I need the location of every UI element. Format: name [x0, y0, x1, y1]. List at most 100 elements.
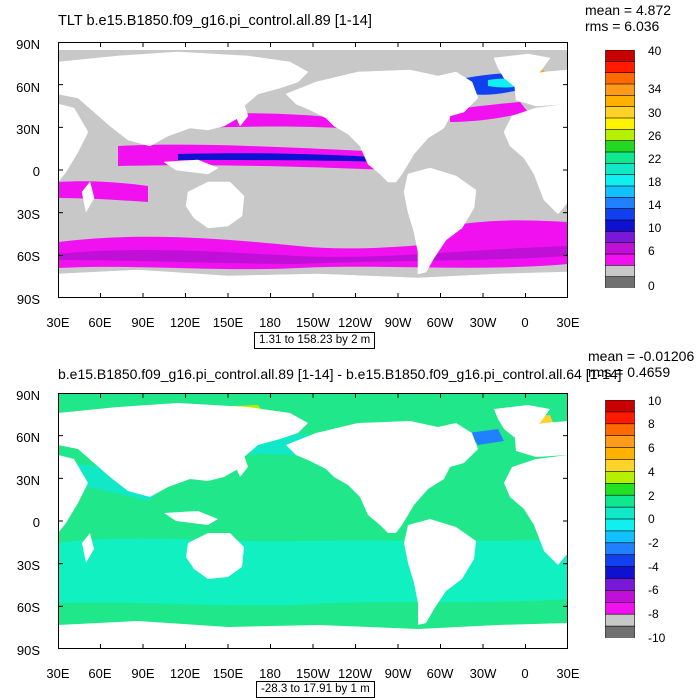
- colorbar-label: -2: [648, 536, 659, 550]
- x-tick-label: 90W: [384, 315, 412, 330]
- colorbar-label: 0: [648, 512, 655, 526]
- range-note: 1.31 to 158.23 by 2 m: [254, 332, 376, 349]
- chart-panel-top: TLT b.e15.B1850.f09_g16.pi_control.all.8…: [16, 2, 671, 349]
- colorbar: [605, 50, 635, 288]
- colorbar-swatch: [605, 140, 635, 153]
- colorbar-label: 34: [648, 82, 662, 96]
- x-tick-label: 30W: [469, 666, 497, 681]
- colorbar-label: 26: [648, 129, 662, 143]
- colorbar-swatch: [605, 483, 635, 496]
- land-south-america: [404, 519, 476, 625]
- colorbar-swatch: [605, 590, 635, 603]
- land-japan: [233, 103, 249, 127]
- stats-block: mean = -0.01206 rms = 0.4659: [588, 348, 694, 380]
- equatorial-core: [178, 153, 388, 162]
- x-tick-label: 90W: [384, 666, 412, 681]
- colorbar-swatch: [605, 518, 635, 532]
- x-tick-label: 30E: [556, 666, 580, 681]
- land-antarctica: [58, 269, 568, 298]
- land-antarctica: [58, 621, 568, 649]
- y-tick-label: 90N: [16, 37, 40, 52]
- colorbar-swatch: [605, 151, 635, 165]
- x-tick-label: 120E: [169, 315, 201, 330]
- x-tick-label: 120E: [169, 666, 201, 681]
- anomaly-patch: [468, 429, 504, 445]
- colorbar-swatch: [605, 602, 635, 615]
- colorbar: [605, 400, 635, 638]
- anomaly-patch: [58, 538, 568, 606]
- north-atlantic-band: [450, 102, 528, 122]
- map-plot: [58, 42, 568, 298]
- x-tick-label: 120W: [338, 666, 372, 681]
- colorbar-label: -4: [648, 560, 659, 574]
- colorbar-swatch: [605, 129, 635, 142]
- y-tick-label: 60S: [16, 249, 40, 264]
- y-tick-label: 0: [32, 164, 40, 179]
- y-tick-label: 90S: [16, 292, 40, 307]
- colorbar-swatch: [605, 50, 635, 63]
- x-tick-label: 30W: [469, 315, 497, 330]
- land-north-america: [286, 421, 478, 533]
- land-europe: [514, 421, 568, 457]
- colorbar-swatch: [605, 471, 635, 485]
- colorbar-label: 8: [648, 417, 655, 431]
- y-tick-label: 60N: [16, 80, 40, 95]
- land-australia: [186, 533, 244, 579]
- colorbar-swatch: [605, 459, 635, 473]
- colorbar-swatch: [605, 242, 635, 255]
- colorbar-label: 22: [648, 152, 662, 166]
- x-tick-label: 180: [259, 315, 281, 330]
- colorbar-label: 10: [648, 394, 662, 408]
- colorbar-label: 30: [648, 106, 662, 120]
- colorbar-swatch: [605, 265, 635, 278]
- colorbar-label: -10: [648, 631, 666, 645]
- land-africa: [504, 455, 568, 565]
- colorbar-label: 0: [648, 279, 655, 293]
- colorbar-label: 18: [648, 175, 662, 189]
- x-tick-label: 30E: [556, 315, 580, 330]
- colorbar-label: 6: [648, 441, 655, 455]
- stat-mean: mean = -0.01206: [588, 348, 695, 364]
- colorbar-swatch: [605, 106, 635, 119]
- colorbar-swatch: [605, 61, 635, 74]
- x-tick-label: 0: [521, 666, 529, 681]
- colorbar-swatch: [605, 219, 635, 233]
- colorbar-swatch: [605, 554, 635, 568]
- stats-block: mean = 4.872 rms = 6.036: [585, 2, 671, 34]
- land-eurasia: [58, 403, 308, 497]
- colorbar-swatch: [605, 174, 635, 187]
- colorbar-label: 2: [648, 489, 655, 503]
- colorbar-swatch: [605, 423, 635, 437]
- y-tick-label: 30N: [16, 122, 40, 137]
- colorbar-swatch: [605, 578, 635, 592]
- stat-mean: mean = 4.872: [585, 2, 672, 18]
- y-tick-label: 90N: [16, 388, 40, 403]
- colorbar-swatch: [605, 276, 635, 288]
- colorbar-swatch: [605, 613, 635, 627]
- y-tick-label: 30S: [16, 207, 40, 222]
- x-tick-label: 30E: [46, 315, 70, 330]
- x-tick-label: 60W: [426, 315, 454, 330]
- colorbar-swatch: [605, 625, 635, 638]
- stat-rms: rms = 0.4659: [588, 364, 671, 380]
- y-tick-label: 0: [32, 515, 40, 530]
- colorbar-swatch: [605, 506, 635, 520]
- colorbar-swatch: [605, 400, 635, 413]
- land-madagascar: [82, 533, 94, 563]
- x-tick-label: 150W: [296, 666, 330, 681]
- land-japan: [234, 455, 248, 477]
- indian-ocean-band: [58, 181, 148, 202]
- colorbar-swatch: [605, 411, 635, 425]
- land-australia: [185, 181, 245, 229]
- chart-title: TLT b.e15.B1850.f09_g16.pi_control.all.8…: [58, 13, 372, 29]
- x-tick-label: 150E: [212, 666, 244, 681]
- colorbar-swatch: [605, 185, 635, 199]
- land-north-america: [285, 69, 479, 183]
- colorbar-swatch: [605, 197, 635, 210]
- x-tick-label: 60W: [426, 666, 454, 681]
- colorbar-swatch: [605, 208, 635, 221]
- x-tick-label: 0: [521, 315, 529, 330]
- colorbar-swatch: [605, 435, 635, 449]
- southern-ocean-core: [58, 246, 568, 264]
- colorbar-swatch: [605, 117, 635, 131]
